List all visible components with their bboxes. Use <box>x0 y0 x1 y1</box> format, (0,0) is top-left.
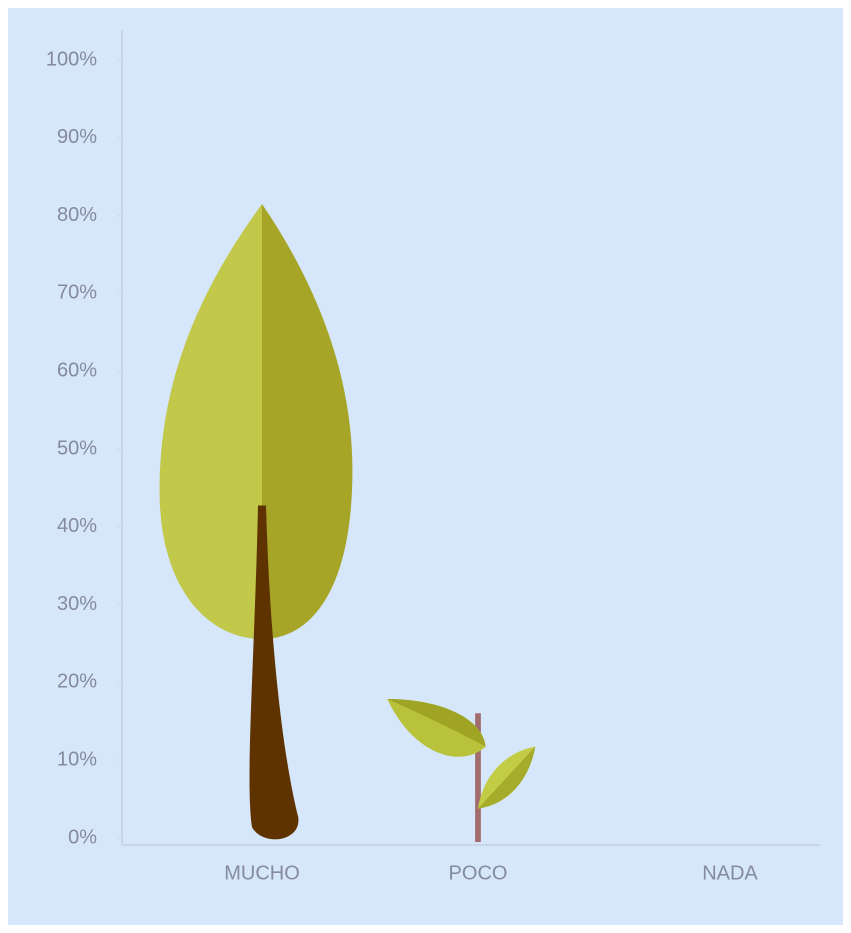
y-tick-label: 70% <box>57 282 97 304</box>
y-tick-label: 0% <box>68 826 97 848</box>
leaf <box>387 698 486 757</box>
chart-background <box>8 8 843 925</box>
pictogram <box>159 204 353 840</box>
leaf-shade <box>387 698 486 747</box>
stem <box>475 713 481 842</box>
leaf-shade <box>478 746 536 809</box>
y-tick-label: 60% <box>57 359 97 381</box>
tree <box>159 204 353 840</box>
x-tick-label: NADA <box>702 862 758 884</box>
foliage-right <box>262 204 353 640</box>
x-tick-label: MUCHO <box>224 862 300 884</box>
y-tick-label: 10% <box>57 748 97 770</box>
y-tick-label: 30% <box>57 593 97 615</box>
trunk <box>249 505 299 840</box>
pictogram <box>387 698 536 842</box>
y-tick-label: 90% <box>57 126 97 148</box>
y-tick-label: 40% <box>57 515 97 537</box>
y-tick-label: 50% <box>57 437 97 459</box>
y-tick-label: 20% <box>57 671 97 693</box>
leaf <box>478 746 536 809</box>
sprout <box>387 698 536 842</box>
x-tick-label: POCO <box>449 862 508 884</box>
y-tick-label: 100% <box>46 48 97 70</box>
foliage-left <box>159 204 262 640</box>
y-tick-label: 80% <box>57 204 97 226</box>
